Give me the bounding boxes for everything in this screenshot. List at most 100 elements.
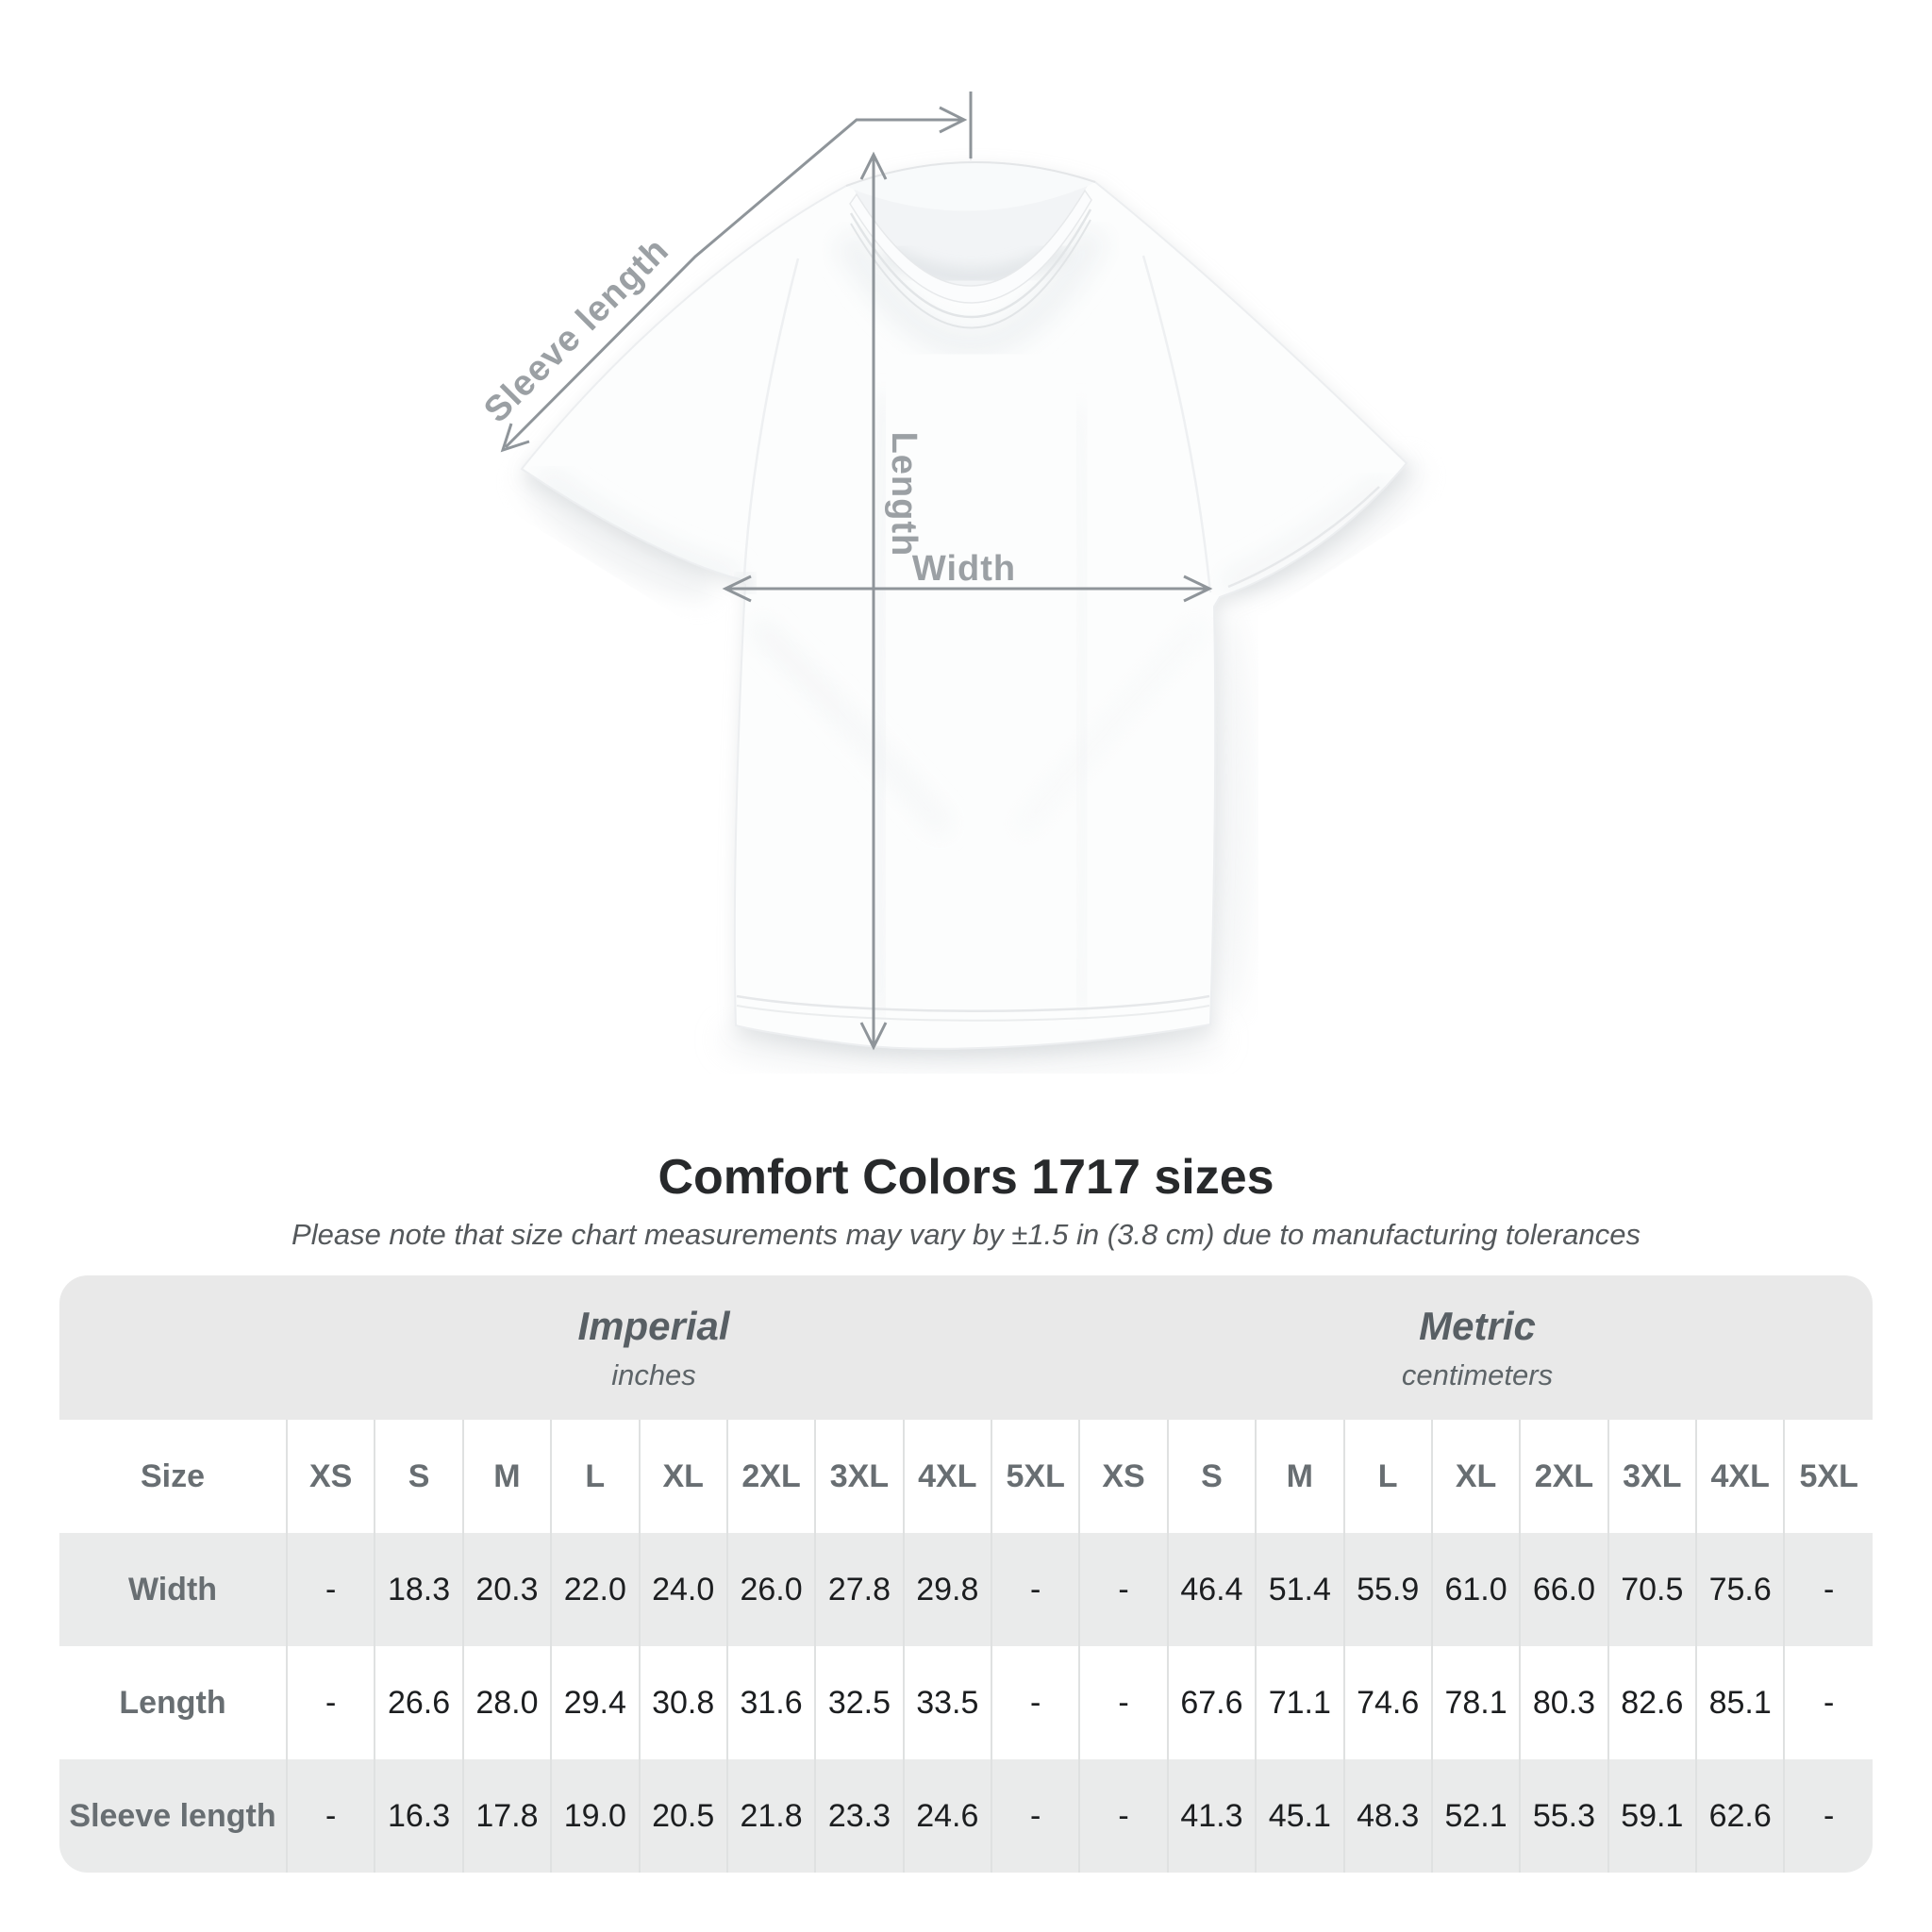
tshirt-svg bbox=[500, 92, 1423, 1068]
size-col-header: XS bbox=[285, 1420, 375, 1533]
measurement-value-cell: 85.1 bbox=[1694, 1646, 1785, 1759]
measurement-value-cell: - bbox=[990, 1759, 1080, 1873]
size-col-header: XL bbox=[1430, 1420, 1521, 1533]
size-col-header: 5XL bbox=[1783, 1420, 1873, 1533]
size-col-header: 4XL bbox=[1694, 1420, 1785, 1533]
size-col-header: 2XL bbox=[1519, 1420, 1608, 1533]
size-col-header: L bbox=[1342, 1420, 1432, 1533]
measurement-value-cell: 67.6 bbox=[1166, 1646, 1257, 1759]
measurement-value-cell: 33.5 bbox=[902, 1646, 991, 1759]
measurement-value-cell: 45.1 bbox=[1255, 1759, 1344, 1873]
collar bbox=[845, 143, 1096, 329]
measurement-value-cell: 80.3 bbox=[1519, 1646, 1608, 1759]
arrowhead-down-icon bbox=[859, 1022, 888, 1051]
measurement-value-cell: 71.1 bbox=[1255, 1646, 1344, 1759]
size-col-header: M bbox=[461, 1420, 552, 1533]
measurement-value-cell: - bbox=[285, 1759, 375, 1873]
measurement-value-cell: - bbox=[285, 1533, 375, 1646]
measurement-value-cell: 21.8 bbox=[725, 1759, 816, 1873]
measurement-value-cell: 48.3 bbox=[1342, 1759, 1432, 1873]
arrowhead-up-icon bbox=[859, 151, 888, 180]
tshirt-diagram: Sleeve length Length Width bbox=[476, 92, 1423, 1068]
measurement-value-cell: 61.0 bbox=[1430, 1533, 1521, 1646]
width-label: Width bbox=[911, 549, 1017, 589]
size-header-row: Size XS S M L XL 2XL 3XL 4XL 5XL XS S M L XL 2XL 3XL 4XL… bbox=[59, 1420, 1873, 1533]
measurement-value-cell: - bbox=[1783, 1533, 1873, 1646]
size-header-cell: Size bbox=[140, 1457, 206, 1494]
measurement-value-cell: 74.6 bbox=[1342, 1646, 1432, 1759]
sleeve-measure-line bbox=[504, 118, 962, 449]
unit-band-row: Imperial inches Metric centimeters bbox=[59, 1275, 1873, 1420]
measurement-value-cell: 46.4 bbox=[1166, 1533, 1257, 1646]
measurement-value-cell: - bbox=[1783, 1759, 1873, 1873]
size-col-header: L bbox=[550, 1420, 640, 1533]
size-col-header: XS bbox=[1078, 1420, 1168, 1533]
size-table-card: Imperial inches Metric centimeters Size … bbox=[59, 1275, 1873, 1873]
measurement-value-cell: 30.8 bbox=[638, 1646, 727, 1759]
measurement-row: Length -26.6 28.0 29.4 30.8 31.6 32.5 33.5- -67.… bbox=[59, 1646, 1873, 1759]
metric-unit-label: centimeters bbox=[1401, 1357, 1554, 1391]
size-table-body: Width -18.3 20.3 22.0 24.0 26.0 27.8 29.8- -46.4… bbox=[59, 1533, 1873, 1873]
imperial-group: Imperial inches bbox=[59, 1275, 1248, 1420]
page-subtitle: Please note that size chart measurements… bbox=[291, 1218, 1641, 1251]
measurement-row-label: Width bbox=[127, 1571, 218, 1607]
arrowhead-right2-icon bbox=[1183, 575, 1213, 603]
measurement-value-cell: 75.6 bbox=[1694, 1533, 1785, 1646]
measurement-lines bbox=[500, 92, 1213, 1051]
size-col-header: M bbox=[1255, 1420, 1344, 1533]
measurement-row-label: Length bbox=[119, 1684, 226, 1721]
size-table: Imperial inches Metric centimeters Size … bbox=[59, 1275, 1873, 1873]
arrowhead-left-icon bbox=[722, 575, 752, 603]
measurement-value-cell: 51.4 bbox=[1255, 1533, 1344, 1646]
measurement-value-cell: 41.3 bbox=[1166, 1759, 1257, 1873]
size-col-header: S bbox=[1166, 1420, 1257, 1533]
size-col-header: 4XL bbox=[902, 1420, 991, 1533]
measurement-value-cell: 22.0 bbox=[550, 1533, 640, 1646]
size-col-header: 3XL bbox=[1607, 1420, 1696, 1533]
measurement-value-cell: 17.8 bbox=[461, 1759, 552, 1873]
measurement-value-cell: - bbox=[285, 1646, 375, 1759]
metric-group-label: Metric bbox=[1419, 1303, 1536, 1348]
measurement-value-cell: 32.5 bbox=[814, 1646, 904, 1759]
measurement-value-cell: 82.6 bbox=[1607, 1646, 1696, 1759]
measurement-value-cell: 16.3 bbox=[374, 1759, 463, 1873]
size-col-header: XL bbox=[638, 1420, 727, 1533]
measurement-value-cell: - bbox=[990, 1646, 1080, 1759]
measurement-value-cell: 78.1 bbox=[1430, 1646, 1521, 1759]
size-col-header: 2XL bbox=[725, 1420, 816, 1533]
page-title: Comfort Colors 1717 sizes bbox=[658, 1150, 1274, 1205]
measurement-value-cell: 19.0 bbox=[550, 1759, 640, 1873]
imperial-group-label: Imperial bbox=[577, 1303, 730, 1348]
measurement-row: Sleeve length -16.3 17.8 19.0 20.5 21.8 23.3 24… bbox=[59, 1759, 1873, 1873]
measurement-value-cell: 29.8 bbox=[902, 1533, 991, 1646]
measurement-value-cell: 24.6 bbox=[902, 1759, 991, 1873]
measurement-value-cell: 20.3 bbox=[461, 1533, 552, 1646]
size-col-header: S bbox=[374, 1420, 463, 1533]
metric-group: Metric centimeters bbox=[1082, 1275, 1873, 1420]
measurement-value-cell: 26.6 bbox=[374, 1646, 463, 1759]
arrowhead-right-icon bbox=[939, 106, 968, 134]
measurement-value-cell: - bbox=[1783, 1646, 1873, 1759]
measurement-value-cell: 23.3 bbox=[814, 1759, 904, 1873]
measurement-row: Width -18.3 20.3 22.0 24.0 26.0 27.8 29.8- -46.4… bbox=[59, 1533, 1873, 1646]
size-col-header: 3XL bbox=[814, 1420, 904, 1533]
measurement-value-cell: 28.0 bbox=[461, 1646, 552, 1759]
measurement-value-cell: 29.4 bbox=[550, 1646, 640, 1759]
measurement-value-cell: - bbox=[1078, 1759, 1168, 1873]
measurement-value-cell: 27.8 bbox=[814, 1533, 904, 1646]
unit-band: Imperial inches Metric centimeters bbox=[59, 1275, 1873, 1420]
measurement-value-cell: 31.6 bbox=[725, 1646, 816, 1759]
measurement-value-cell: 55.9 bbox=[1342, 1533, 1432, 1646]
size-col-header: 5XL bbox=[990, 1420, 1080, 1533]
measurement-row-label: Sleeve length bbox=[69, 1797, 276, 1834]
measurement-value-cell: 55.3 bbox=[1519, 1759, 1608, 1873]
measurement-value-cell: 52.1 bbox=[1430, 1759, 1521, 1873]
length-label: Length bbox=[883, 431, 924, 558]
measurement-value-cell: 24.0 bbox=[638, 1533, 727, 1646]
imperial-unit-label: inches bbox=[611, 1357, 696, 1391]
measurement-value-cell: - bbox=[1078, 1646, 1168, 1759]
measurement-value-cell: 26.0 bbox=[725, 1533, 816, 1646]
measurement-value-cell: 18.3 bbox=[374, 1533, 463, 1646]
arrowhead-sleeve-icon bbox=[500, 423, 530, 453]
